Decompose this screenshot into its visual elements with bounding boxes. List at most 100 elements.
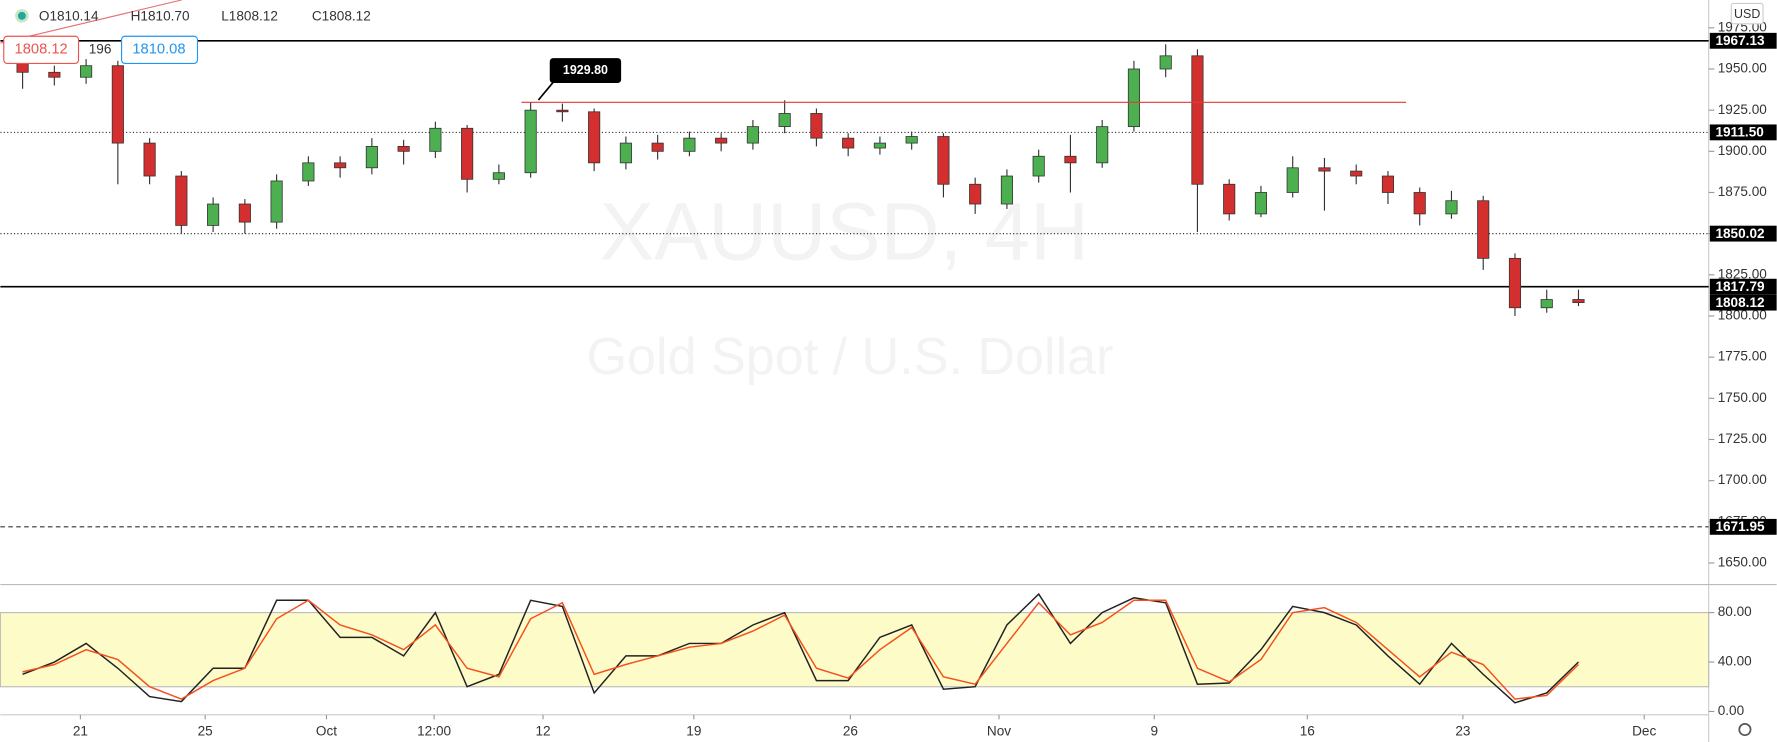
candle-body bbox=[619, 142, 632, 164]
x-tick-label: 25 bbox=[198, 723, 213, 738]
sell-button[interactable] bbox=[3, 35, 80, 65]
level-label-bg bbox=[1709, 518, 1777, 535]
candle-body bbox=[1508, 257, 1522, 309]
level-label: 1808.12 bbox=[1715, 295, 1765, 310]
candle-body bbox=[842, 137, 855, 149]
candle-body bbox=[365, 145, 378, 169]
candle-body bbox=[1286, 167, 1299, 193]
level-label-bg bbox=[1709, 294, 1777, 311]
candle-body bbox=[937, 136, 950, 185]
candle-body bbox=[1191, 55, 1204, 185]
candle-body bbox=[524, 109, 537, 174]
candle-body bbox=[778, 113, 791, 128]
candle-body bbox=[1413, 192, 1426, 215]
x-tick-label: 23 bbox=[1455, 723, 1470, 738]
annotation-box bbox=[549, 58, 622, 83]
candle-body bbox=[651, 142, 664, 152]
y-tick-label: 1700.00 bbox=[1718, 472, 1768, 487]
currency[interactable]: USD bbox=[1734, 7, 1760, 21]
candle-body bbox=[683, 137, 696, 152]
y-tick-label: 1825.00 bbox=[1718, 266, 1768, 281]
x-tick-label: 21 bbox=[73, 723, 88, 738]
y-tick-label: 1650.00 bbox=[1718, 555, 1768, 570]
candle-body bbox=[1445, 200, 1458, 215]
candle-body bbox=[1223, 183, 1236, 215]
x-tick-label: 26 bbox=[843, 723, 858, 738]
candle-body bbox=[1032, 155, 1045, 177]
candle-body bbox=[1254, 192, 1268, 215]
y-tick-label: 80.00 bbox=[1718, 604, 1752, 619]
spread: 196 bbox=[89, 41, 112, 56]
x-tick-label: 19 bbox=[686, 723, 701, 738]
candle-body bbox=[492, 172, 505, 180]
candle-body bbox=[1572, 299, 1585, 304]
candle-body bbox=[238, 203, 251, 223]
ohlc-open: O1810.14 bbox=[39, 9, 99, 24]
level-label-bg bbox=[1709, 32, 1777, 49]
y-tick-label: 1800.00 bbox=[1718, 308, 1768, 323]
candle-body bbox=[270, 180, 283, 223]
settings-icon[interactable] bbox=[1738, 723, 1752, 737]
watermark-symbol: XAUUSD, 4H bbox=[600, 186, 1089, 277]
candle-body bbox=[1127, 68, 1141, 128]
candle-body bbox=[1318, 167, 1331, 172]
candle-body bbox=[143, 142, 156, 177]
candle-body bbox=[302, 162, 315, 182]
candle-body bbox=[175, 175, 188, 226]
x-tick-label: 12 bbox=[535, 723, 550, 738]
x-tick-label: 16 bbox=[1300, 723, 1315, 738]
annotation-pointer bbox=[537, 79, 557, 101]
candle-body bbox=[1540, 299, 1553, 309]
level-label-bg bbox=[1709, 124, 1777, 141]
y-tick-label: 1950.00 bbox=[1718, 61, 1768, 76]
buy-price[interactable]: 1810.08 bbox=[132, 42, 185, 58]
ohlc-low: L1808.12 bbox=[221, 9, 278, 24]
x-tick-label: Nov bbox=[987, 723, 1011, 738]
stoch-line bbox=[22, 592, 1580, 704]
candle-body bbox=[334, 162, 347, 169]
candle-body bbox=[461, 127, 474, 180]
candle-body bbox=[1477, 200, 1490, 259]
status-dot-inner bbox=[17, 11, 26, 20]
sell-price[interactable]: 1808.12 bbox=[15, 42, 68, 58]
candle-body bbox=[1000, 175, 1013, 205]
candle-body bbox=[1159, 55, 1172, 70]
candle-body bbox=[810, 113, 823, 139]
y-tick-label: 40.00 bbox=[1718, 654, 1752, 669]
x-tick-label: 12:00 bbox=[417, 723, 451, 738]
level-label: 1967.13 bbox=[1715, 33, 1765, 48]
buy-button[interactable] bbox=[121, 35, 199, 65]
annotation-label: 1929.80 bbox=[563, 63, 608, 77]
candle-body bbox=[715, 137, 728, 144]
candle-body bbox=[429, 127, 442, 152]
level-label: 1817.79 bbox=[1715, 279, 1765, 294]
candle-body bbox=[1350, 170, 1363, 177]
candle-body bbox=[1064, 155, 1077, 164]
level-label: 1850.02 bbox=[1715, 226, 1765, 241]
candle-body bbox=[1096, 126, 1109, 164]
watermark-description: Gold Spot / U.S. Dollar bbox=[587, 328, 1114, 386]
y-tick-label: 1875.00 bbox=[1718, 184, 1768, 199]
y-tick-label: 1725.00 bbox=[1718, 431, 1768, 446]
candle-body bbox=[397, 145, 410, 152]
y-tick-label: 1750.00 bbox=[1718, 390, 1768, 405]
y-tick-label: 1775.00 bbox=[1718, 349, 1768, 364]
ohlc-close: C1808.12 bbox=[312, 9, 371, 24]
candle-body bbox=[905, 136, 918, 144]
candle-body bbox=[556, 109, 569, 113]
y-tick-label: 1925.00 bbox=[1718, 102, 1768, 117]
candle-body bbox=[873, 142, 886, 149]
level-label: 1911.50 bbox=[1715, 125, 1763, 140]
plot: 1650.001675.001700.001725.001750.001775.… bbox=[0, 19, 1777, 738]
candle-body bbox=[207, 203, 220, 226]
candle-body bbox=[111, 65, 124, 144]
y-tick-label: 1900.00 bbox=[1718, 143, 1768, 158]
stoch-line bbox=[22, 599, 1580, 700]
level-label-bg bbox=[1709, 225, 1777, 242]
candle-body bbox=[48, 71, 61, 78]
candle-body bbox=[969, 183, 982, 205]
x-tick-label: Dec bbox=[1632, 723, 1656, 738]
currency-button[interactable] bbox=[1730, 2, 1764, 25]
